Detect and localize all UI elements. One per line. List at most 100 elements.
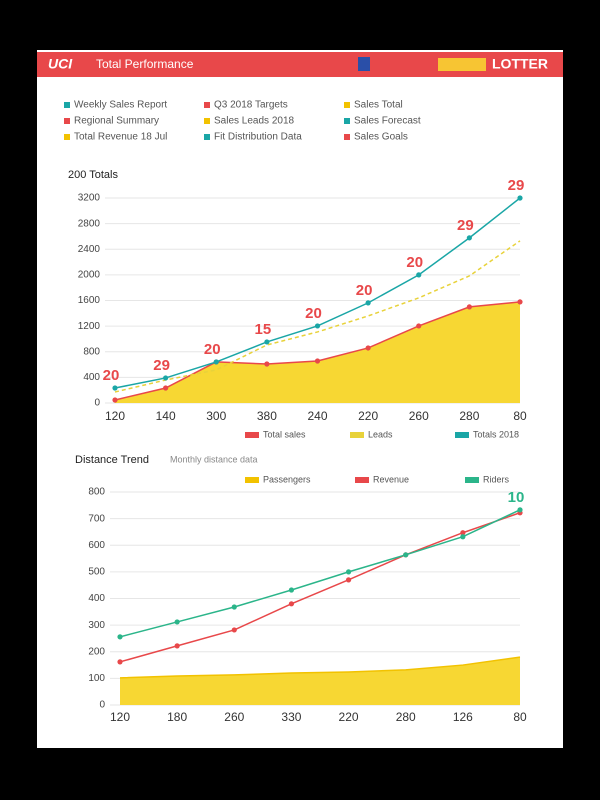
point [365, 300, 371, 306]
x-tick-label: 80 [513, 409, 527, 423]
y-tick-label: 800 [88, 487, 105, 498]
annotation: 20 [204, 341, 221, 358]
x-tick-label: 240 [307, 409, 327, 423]
point [460, 530, 466, 536]
x-tick-label: 300 [206, 409, 226, 423]
info-swatch [64, 102, 70, 108]
brand: UCI [48, 56, 73, 72]
y-tick-label: 2400 [78, 244, 101, 255]
info-text: Total Revenue 18 Jul [74, 132, 167, 143]
y-tick-label: 600 [88, 540, 105, 551]
legend-swatch [245, 477, 259, 483]
info-text: Q3 2018 Targets [214, 100, 288, 111]
info-text: Fit Distribution Data [214, 132, 302, 143]
info-text: Sales Leads 2018 [214, 116, 295, 127]
point [416, 272, 422, 278]
line [114, 240, 521, 393]
point [213, 359, 219, 365]
x-tick-label: 260 [224, 710, 244, 724]
x-tick-label: 180 [167, 710, 187, 724]
info-swatch [64, 134, 70, 140]
annotation: 29 [508, 177, 525, 194]
legend-label: Revenue [373, 474, 409, 484]
legend-swatch [455, 432, 469, 438]
info-swatch [344, 102, 350, 108]
info-swatch [204, 118, 210, 124]
legend-label: Passengers [263, 474, 311, 484]
y-tick-label: 1200 [78, 321, 101, 332]
point [112, 397, 118, 403]
chart-title: Distance Trend [75, 454, 149, 466]
legend-label: Totals 2018 [473, 429, 519, 439]
info-swatch [64, 118, 70, 124]
header-title: Total Performance [96, 57, 194, 71]
point [345, 577, 352, 583]
x-tick-label: 220 [339, 710, 359, 724]
legend-swatch [350, 432, 364, 438]
x-tick-label: 220 [358, 409, 378, 423]
legend-label: Riders [483, 474, 510, 484]
x-tick-label: 260 [409, 409, 429, 423]
y-tick-label: 0 [99, 700, 105, 711]
info-swatch [204, 134, 210, 140]
annotation: 29 [457, 217, 474, 234]
info-text: Regional Summary [74, 116, 159, 127]
point [517, 195, 523, 201]
point [163, 385, 169, 391]
logo-badge [438, 58, 486, 71]
point [517, 507, 523, 513]
info-text: Weekly Sales Report [74, 100, 167, 111]
point [345, 569, 352, 575]
legend-swatch [355, 477, 369, 483]
y-tick-label: 100 [88, 673, 105, 684]
y-tick-label: 200 [88, 646, 105, 657]
chart-title: 200 Totals [68, 169, 118, 181]
point [403, 552, 409, 558]
x-tick-label: 380 [257, 409, 277, 423]
y-tick-label: 300 [88, 620, 105, 631]
x-tick-label: 120 [105, 409, 125, 423]
y-tick-label: 800 [83, 346, 100, 357]
x-tick-label: 280 [396, 710, 416, 724]
point [517, 299, 523, 305]
point [416, 323, 422, 329]
point [231, 627, 237, 633]
info-swatch [344, 134, 350, 140]
y-tick-label: 3200 [78, 193, 101, 204]
x-tick-label: 80 [513, 710, 527, 724]
info-swatch [204, 102, 210, 108]
y-tick-label: 500 [88, 567, 105, 578]
line [119, 512, 521, 663]
info-text: Sales Goals [354, 132, 408, 143]
point [466, 235, 472, 241]
point [264, 361, 270, 367]
x-tick-label: 140 [156, 409, 176, 423]
legend-swatch [465, 477, 479, 483]
point [112, 385, 118, 391]
y-tick-label: 400 [83, 372, 100, 383]
point [231, 604, 237, 610]
annotation: 15 [255, 321, 272, 338]
line [119, 656, 521, 679]
y-tick-label: 700 [88, 513, 105, 524]
point [365, 345, 371, 351]
point [466, 304, 472, 310]
legend-label: Leads [368, 429, 393, 439]
annotation: 20 [305, 305, 322, 322]
y-tick-label: 0 [94, 398, 100, 409]
x-tick-label: 126 [453, 710, 473, 724]
point [288, 587, 295, 593]
annotation: 29 [153, 357, 170, 374]
info-swatch [344, 118, 350, 124]
x-tick-label: 120 [110, 710, 130, 724]
legend-swatch [245, 432, 259, 438]
point [117, 634, 123, 640]
annotation: 20 [406, 254, 423, 271]
annotation: 20 [356, 282, 373, 299]
point [314, 323, 321, 329]
y-tick-label: 1600 [78, 295, 101, 306]
annotation: 10 [508, 489, 525, 506]
y-tick-label: 2000 [78, 270, 101, 281]
y-tick-label: 400 [88, 593, 105, 604]
